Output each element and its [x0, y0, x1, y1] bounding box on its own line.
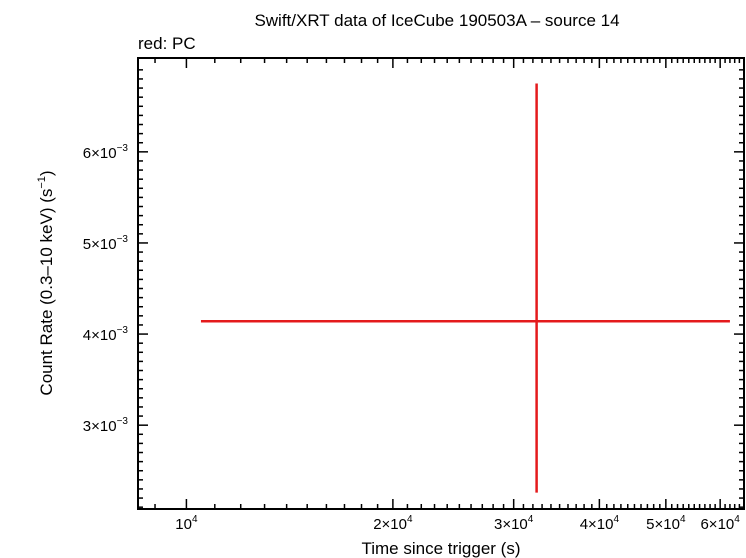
y-tick-label-exponent: −3	[117, 325, 129, 336]
y-tick-label-exponent: −3	[117, 143, 129, 154]
x-tick-label: 104	[175, 514, 198, 533]
y-tick-label: 3×10−3	[83, 416, 129, 435]
x-tick-label-exponent: 4	[407, 514, 413, 525]
x-tick-label-mantissa: 4×10	[580, 516, 614, 533]
data-series	[200, 83, 730, 493]
x-tick-label-mantissa: 10	[175, 516, 192, 533]
x-tick-label: 6×104	[700, 514, 740, 533]
y-axis-label-main: Count Rate (0.3–10 keV) (s	[37, 189, 56, 396]
x-tick-label-exponent: 4	[680, 514, 686, 525]
x-tick-label: 2×104	[373, 514, 413, 533]
x-tick-label-mantissa: 5×10	[646, 516, 680, 533]
y-axis-label-end: )	[37, 170, 56, 176]
chart-subtitle: red: PC	[138, 34, 196, 53]
x-tick-label-exponent: 4	[192, 514, 198, 525]
x-tick-label: 4×104	[580, 514, 620, 533]
plot-frame	[137, 57, 745, 510]
y-tick-label-exponent: −3	[117, 416, 129, 427]
axis-ticks	[138, 58, 745, 509]
x-tick-label-mantissa: 6×10	[700, 516, 734, 533]
x-tick-label-mantissa: 3×10	[494, 516, 528, 533]
x-axis-label: Time since trigger (s)	[361, 539, 520, 558]
y-tick-label: 5×10−3	[83, 234, 129, 253]
chart-title: Swift/XRT data of IceCube 190503A – sour…	[254, 11, 619, 30]
x-tick-label-exponent: 4	[613, 514, 619, 525]
x-tick-label: 5×104	[646, 514, 686, 533]
x-tick-label-exponent: 4	[734, 514, 740, 525]
y-axis-label: Count Rate (0.3–10 keV) (s−1)	[36, 170, 56, 395]
y-tick-label-mantissa: 6×10	[83, 145, 117, 162]
y-tick-label: 4×10−3	[83, 325, 129, 344]
y-tick-label-mantissa: 5×10	[83, 236, 117, 253]
y-tick-label-mantissa: 4×10	[83, 327, 117, 344]
y-axis-label-sup: −1	[36, 176, 48, 189]
x-tick-labels: 104 2×104 3×104 4×104 5×104 6×104	[175, 514, 740, 533]
x-tick-label-exponent: 4	[528, 514, 534, 525]
x-tick-label-mantissa: 2×10	[373, 516, 407, 533]
x-tick-label: 3×104	[494, 514, 534, 533]
y-tick-label-mantissa: 3×10	[83, 418, 117, 435]
y-tick-label: 6×10−3	[83, 143, 129, 162]
y-tick-label-exponent: −3	[117, 234, 129, 245]
y-tick-labels: 3×10−34×10−35×10−36×10−3	[83, 143, 129, 435]
